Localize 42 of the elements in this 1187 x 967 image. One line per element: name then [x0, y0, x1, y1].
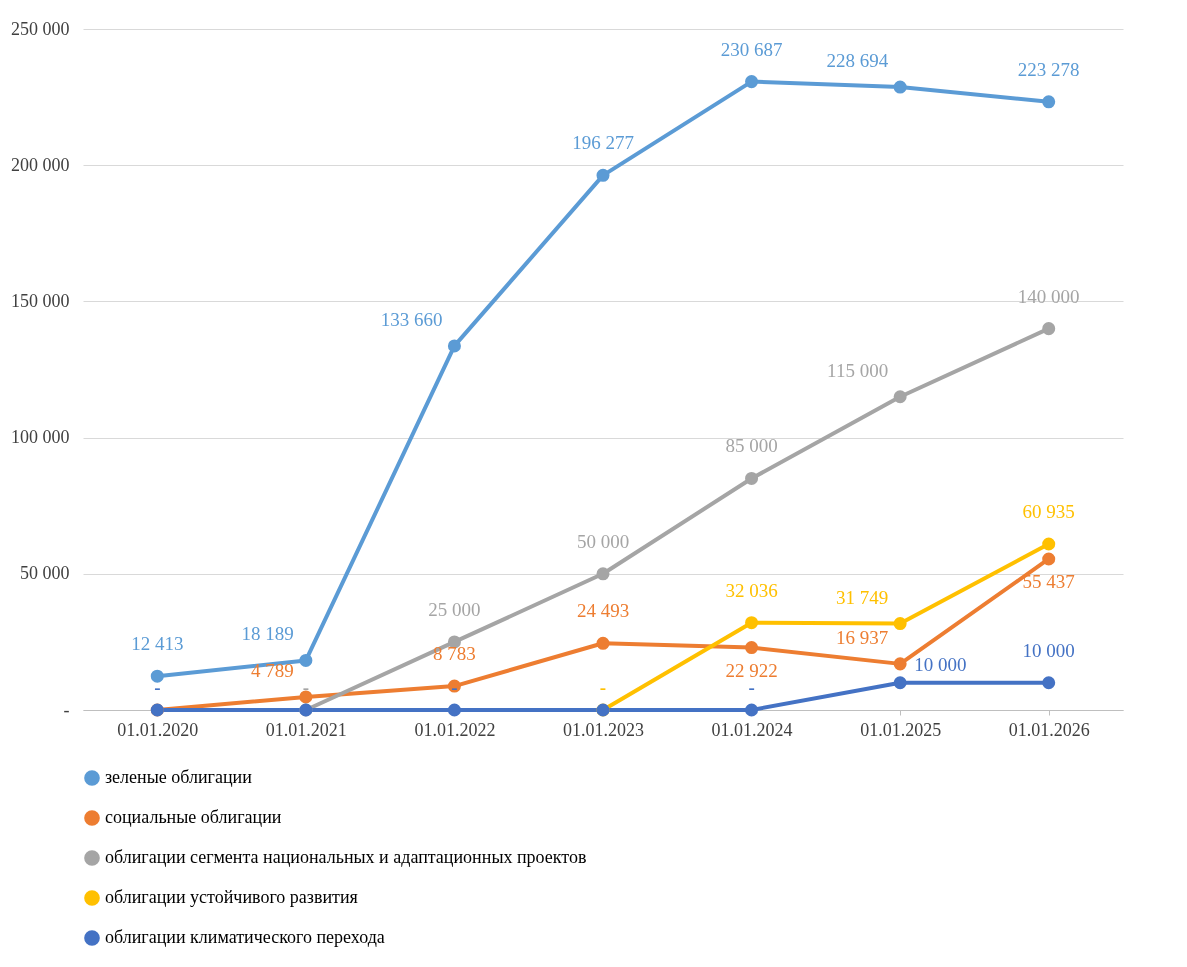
y-tick-label: 250 000 [11, 18, 70, 39]
data-label: - [154, 677, 161, 698]
y-tick-label: 100 000 [11, 427, 70, 448]
data-label: 18 189 [241, 623, 294, 645]
legend-label: облигации устойчивого развития [105, 887, 358, 907]
data-label: 133 660 [380, 308, 443, 330]
x-tick-label: 01.01.2023 [563, 719, 644, 740]
data-label: 8 783 [433, 643, 476, 665]
data-label: 230 687 [720, 38, 783, 60]
data-label: 10 000 [1022, 639, 1075, 661]
y-tick-label: 50 000 [20, 563, 70, 584]
data-label: 31 749 [835, 586, 889, 608]
y-tick-label: - [63, 699, 70, 720]
legend-label: зеленые облигации [105, 767, 253, 787]
data-label: - [451, 677, 458, 698]
data-label: 60 935 [1022, 501, 1075, 523]
data-label: 16 937 [835, 626, 889, 648]
x-tick-label: 01.01.2025 [860, 719, 942, 740]
y-tick-label: 200 000 [11, 154, 70, 175]
x-tick-label: 01.01.2022 [414, 719, 496, 740]
y-tick-label: 150 000 [11, 290, 70, 311]
legend-label: облигации сегмента национальных и адаптационных проектов [105, 847, 587, 867]
x-tick-label: 01.01.2020 [117, 719, 199, 740]
legend-label: облигации климатического перехода [105, 927, 385, 947]
data-label: - [599, 677, 607, 698]
data-label: 115 000 [827, 359, 889, 381]
data-label: 12 413 [131, 633, 184, 655]
legend-label: социальные облигации [105, 807, 282, 827]
data-label: - [302, 677, 310, 698]
data-label: 85 000 [725, 435, 778, 457]
data-label: 50 000 [576, 530, 630, 552]
data-label: 140 000 [1017, 285, 1080, 307]
data-label: 223 278 [1017, 58, 1080, 80]
data-label: 196 277 [572, 132, 634, 154]
data-label: 24 493 [576, 600, 630, 622]
x-tick-label: 01.01.2021 [265, 719, 347, 740]
data-label: 25 000 [428, 598, 481, 620]
data-label: 10 000 [914, 653, 967, 675]
x-tick-label: 01.01.2026 [1008, 719, 1090, 740]
data-label: 32 036 [725, 579, 778, 601]
data-label: 228 694 [826, 50, 889, 72]
x-tick-label: 01.01.2024 [711, 719, 793, 740]
